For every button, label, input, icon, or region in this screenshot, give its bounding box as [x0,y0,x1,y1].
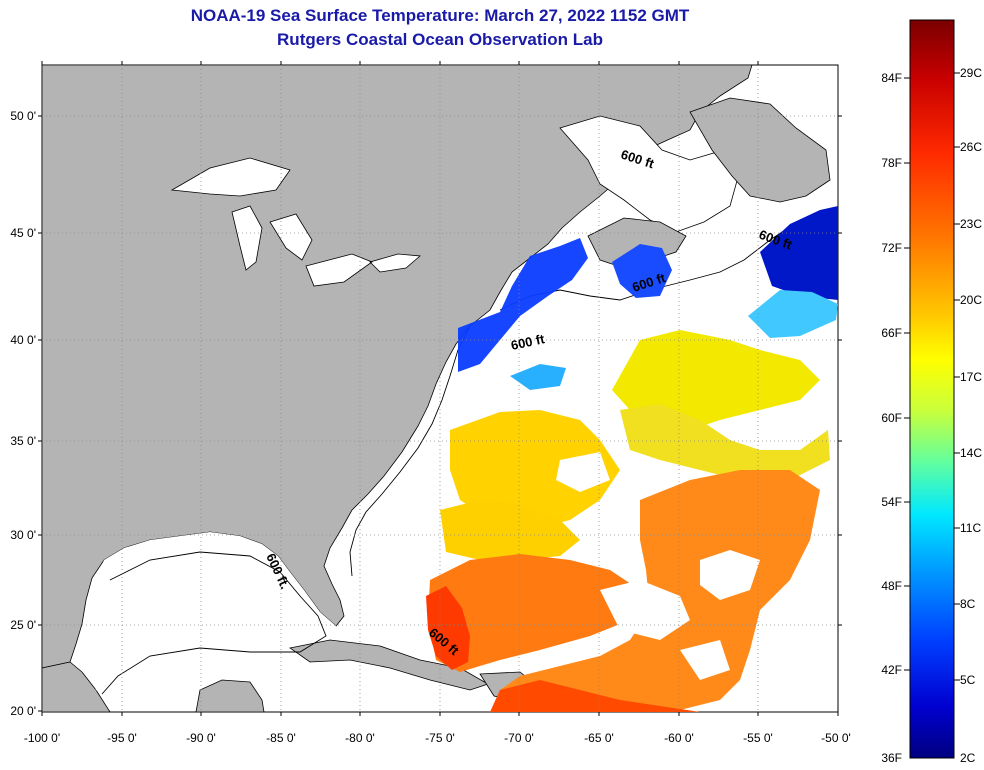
great-lakes [170,157,421,287]
lon-label: -55 0' [743,731,773,745]
sst-cyan-patch [510,364,566,390]
gulf-st-lawrence [559,115,741,233]
colorbar-f-label: 60F [881,411,902,425]
colorbar-c-label: 8C [960,597,976,611]
sst-yellow-south [440,500,580,560]
colorbar-c-label: 17C [960,370,982,384]
lon-label: -85 0' [266,731,296,745]
sst-yellow-band-north [612,330,820,430]
map-ticks [38,61,842,716]
colorbar-f-label: 66F [881,326,902,340]
lon-label: -65 0' [584,731,614,745]
colorbar-ticks [904,72,960,681]
colorbar-c-label: 26C [960,140,982,154]
map-subtitle: Rutgers Coastal Ocean Observation Lab [277,30,603,49]
lat-label: 50 0' [10,109,36,123]
colorbar-c-label: 20C [960,293,982,307]
sst-cool-slope [748,290,838,338]
colorbar-f-label: 42F [881,663,902,677]
colorbar-c-label: 29C [960,66,982,80]
colorbar-f-label: 84F [881,71,902,85]
colorbar-c-label: 14C [960,446,982,460]
lon-label: -50 0' [821,731,851,745]
cloud-gaps [556,452,760,680]
lat-label: 20 0' [10,704,36,718]
colorbar [909,19,955,759]
map-title: NOAA-19 Sea Surface Temperature: March 2… [190,6,690,25]
colorbar-f-label: 72F [881,241,902,255]
colorbar-f-label: 54F [881,495,902,509]
isobath-600ft-east-coast [349,325,471,577]
colorbar-c-label: 2C [960,751,976,765]
colorbar-f-label: 78F [881,156,902,170]
gulf-of-mexico [86,532,336,700]
lon-label: -60 0' [664,731,694,745]
sst-cold-gulf-of-maine [458,238,588,372]
colorbar-f-label: 36F [881,751,902,765]
colorbar-c-label: 11C [960,521,981,535]
lon-label: -70 0' [504,731,534,745]
land-cuba [289,639,489,691]
lon-label: -80 0' [345,731,375,745]
isobath-600ft-gulf [101,551,327,695]
lon-label: -95 0' [107,731,137,745]
sst-cold-georges-bank [612,244,672,298]
lat-label: 40 0' [10,333,36,347]
lat-label: 45 0' [10,226,36,240]
lat-label: 25 0' [10,618,36,632]
sst-yellow-band-east [620,404,830,480]
isobath-label: 600 ft [510,331,547,353]
colorbar-c-label: 5C [960,673,976,687]
land-newfoundland [689,97,831,203]
sst-yellow-band-mid [450,410,620,530]
sst-red-florida-straits [426,586,470,670]
colorbar-c-label: 23C [960,217,982,231]
lon-label: -90 0' [186,731,216,745]
map-gridlines [42,65,838,712]
lon-label: -75 0' [425,731,455,745]
lat-label: 30 0' [10,528,36,542]
lat-label: 35 0' [10,434,36,448]
sst-orange-south-west [428,554,640,672]
colorbar-f-label: 48F [881,579,902,593]
lon-label: -100 0' [24,731,60,745]
sst-red-south [490,680,700,712]
sst-cold-grand-banks [760,206,838,300]
